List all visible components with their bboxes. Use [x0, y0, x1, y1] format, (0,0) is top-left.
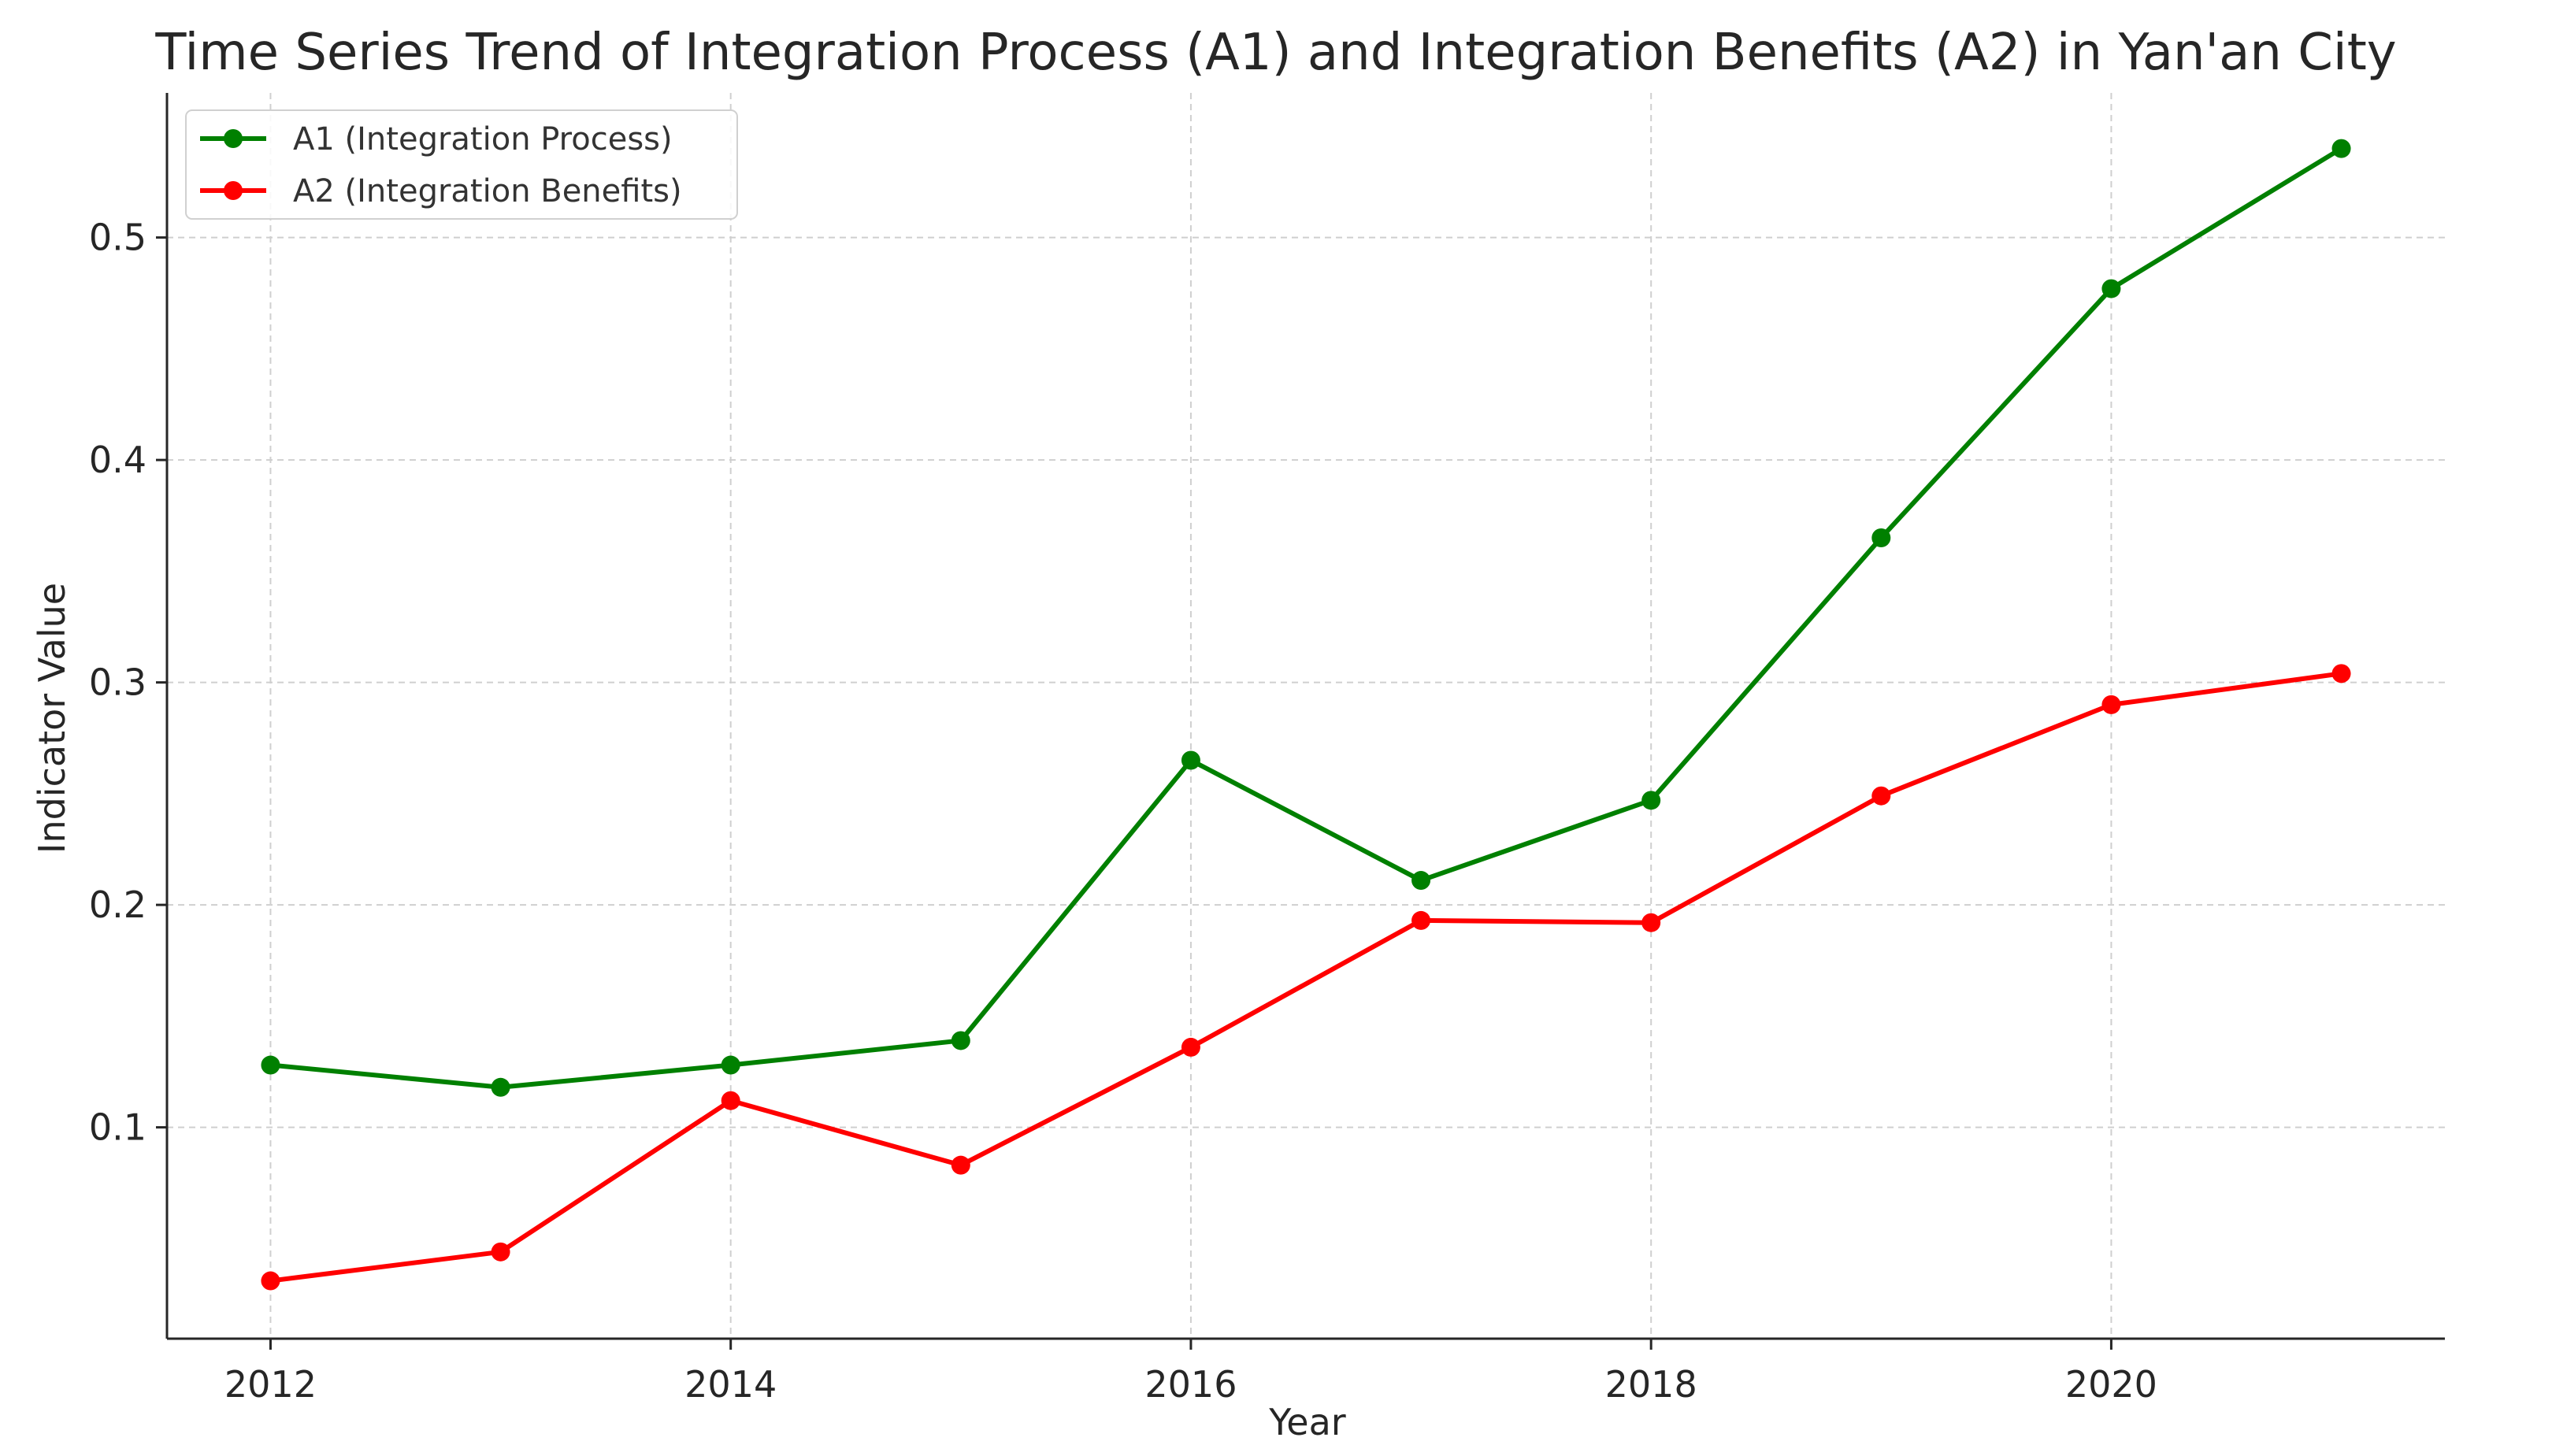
- x-tick-label-4: 2020: [2065, 1363, 2157, 1406]
- legend: A1 (Integration Process) A2 (Integration …: [185, 109, 738, 220]
- series-2-point-2012: [261, 1271, 280, 1291]
- series-2-point-2017: [1411, 910, 1431, 930]
- y-tick-label-4: 0.5: [89, 217, 147, 259]
- series-2-point-2018: [1641, 913, 1661, 932]
- series-layer: [261, 139, 2351, 1291]
- legend-box: [185, 109, 738, 220]
- x-tick-label-0: 2012: [224, 1363, 317, 1406]
- series-1-point-2021: [2331, 139, 2351, 158]
- grid: [167, 93, 2445, 1339]
- x-axis-label: Year: [1268, 1401, 1345, 1443]
- series-2-point-2020: [2101, 695, 2121, 714]
- series-1-point-2018: [1641, 791, 1661, 810]
- series-2-point-2014: [721, 1091, 740, 1110]
- x-tick-label-1: 2014: [684, 1363, 777, 1406]
- legend-label-1: A1 (Integration Process): [293, 121, 673, 157]
- series-1-point-2015: [951, 1031, 970, 1050]
- series-1-point-2020: [2101, 279, 2121, 298]
- series-1: [261, 139, 2351, 1097]
- series-2-line: [268, 671, 2344, 1284]
- y-tick-label-3: 0.4: [89, 439, 147, 481]
- x-tick-label-3: 2018: [1605, 1363, 1697, 1406]
- series-2-point-2015: [951, 1155, 970, 1175]
- axes: 2012 2014 2016 2018 2020 0.1 0.2 0.3 0.4 0.5: [89, 93, 2445, 1406]
- series-1-line: [268, 146, 2344, 1090]
- series-1-point-2016: [1181, 750, 1200, 770]
- y-axis-label: Indicator Value: [31, 583, 73, 854]
- y-tick-label-2: 0.3: [89, 661, 147, 704]
- chart-title: Time Series Trend of Integration Process…: [154, 24, 2396, 82]
- series-2-point-2016: [1181, 1037, 1200, 1057]
- series-2-point-2013: [491, 1242, 510, 1261]
- legend-label-2: A2 (Integration Benefits): [293, 173, 682, 209]
- series-1-point-2017: [1411, 871, 1431, 891]
- x-tick-label-2: 2016: [1144, 1363, 1237, 1406]
- legend-marker-1: [224, 129, 243, 148]
- series-1-point-2012: [261, 1055, 280, 1075]
- legend-marker-2: [224, 181, 243, 200]
- series-1-point-2013: [491, 1077, 510, 1097]
- series-2: [261, 664, 2351, 1291]
- series-1-point-2014: [721, 1055, 740, 1075]
- series-1-point-2019: [1871, 528, 1891, 547]
- series-2-point-2021: [2331, 664, 2351, 684]
- y-tick-label-0: 0.1: [89, 1106, 147, 1149]
- series-2-point-2019: [1871, 786, 1891, 806]
- y-tick-label-1: 0.2: [89, 884, 147, 926]
